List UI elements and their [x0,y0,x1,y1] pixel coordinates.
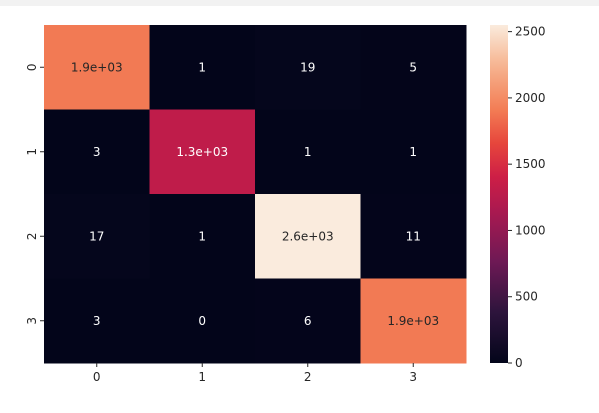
heatmap-cell [360,109,467,195]
heatmap-cell [360,194,467,279]
cell-annotation: 11 [406,229,421,243]
heatmap-cell [149,194,256,279]
heatmap-cell [255,109,361,195]
x-tick-label: 1 [198,370,206,384]
heatmap-cell [44,109,150,195]
cell-annotation: 1 [198,229,206,243]
colorbar-tick-label: 2500 [515,25,546,39]
y-tick-label: 3 [25,317,39,325]
x-tick-label: 3 [409,370,417,384]
heatmap-cell [44,194,150,279]
heatmap-cell [149,25,256,110]
y-tick-label: 1 [25,148,39,156]
cell-annotation: 5 [409,60,417,74]
cell-annotations: 1.9e+03 1 19 53 1.3e+03 1 117 1 2.6e+03 113 0 6 1.9e… [71,60,439,328]
heatmap-cell [44,25,150,110]
colorbar-tick-label: 1000 [515,223,546,237]
colorbar-gradient [490,25,508,363]
top-border-strip [0,0,599,6]
colorbar-tick-label: 0 [515,356,523,370]
colorbar-tick-label: 500 [515,290,538,304]
heatmap-cell [255,25,361,110]
y-axis: 0 1 2 3 [25,63,44,325]
heatmap-cell [149,109,256,195]
y-tick-label: 0 [25,63,39,71]
cell-annotation: 19 [300,60,315,74]
cell-annotation: 0 [198,314,206,328]
cell-annotation: 6 [304,314,312,328]
cell-annotation: 17 [89,229,104,243]
cell-annotation: 1.3e+03 [176,145,228,159]
cell-annotation: 1.9e+03 [71,60,123,74]
cell-annotation: 3 [93,314,101,328]
cell-annotation: 2.6e+03 [282,229,334,243]
cell-annotation: 3 [93,145,101,159]
heatmap-cell [149,278,256,364]
colorbar: 0 500 1000 1500 2000 2500 [490,25,546,370]
heatmap-cell [255,278,361,364]
colorbar-tick-label: 1500 [515,157,546,171]
heatmap-cell [255,194,361,279]
x-tick-label: 2 [304,370,312,384]
heatmap-cell [360,25,467,110]
y-tick-label: 2 [25,232,39,240]
cell-annotation: 1.9e+03 [387,314,439,328]
x-axis: 0 1 2 3 [93,363,417,384]
x-tick-label: 0 [93,370,101,384]
colorbar-tick-label: 2000 [515,91,546,105]
cell-annotation: 1 [304,145,312,159]
heatmap-cells [44,25,467,364]
cell-annotation: 1 [409,145,417,159]
heatmap-cell [44,278,150,364]
heatmap-cell [360,278,467,364]
cell-annotation: 1 [198,60,206,74]
